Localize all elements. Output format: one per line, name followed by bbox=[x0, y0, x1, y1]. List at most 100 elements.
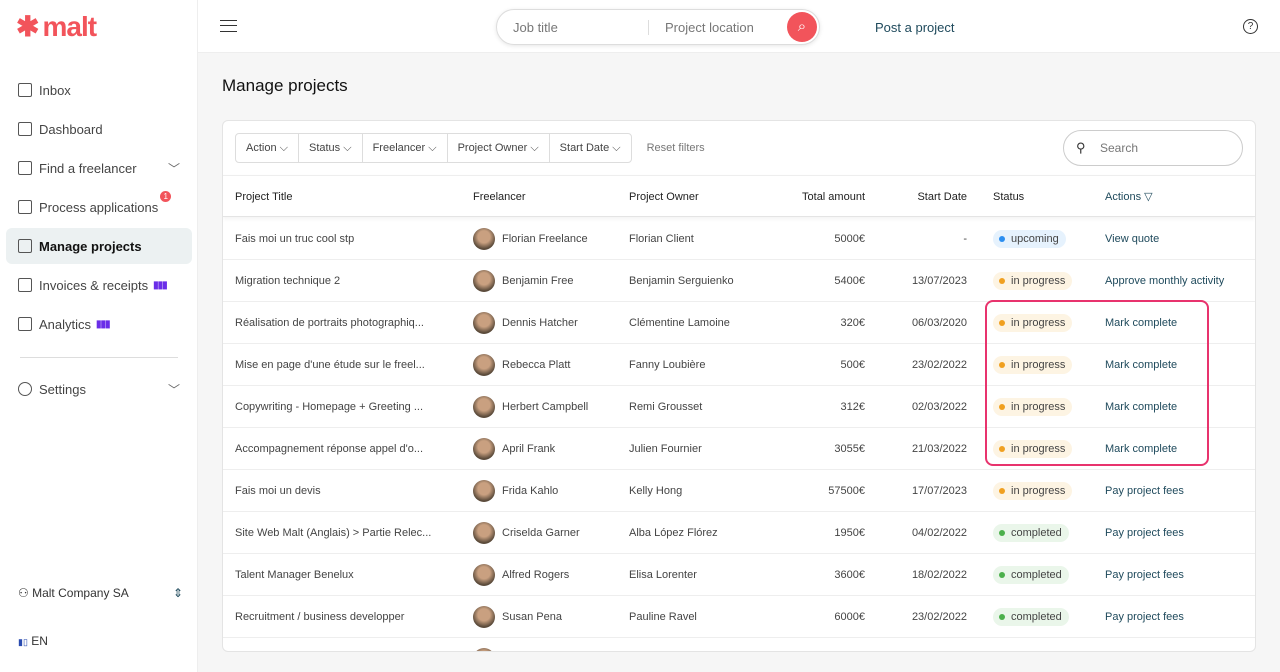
avatar bbox=[473, 354, 495, 376]
freelancer-name: Susan Pena bbox=[502, 611, 562, 623]
premium-bars-icon: ▮▮▮ bbox=[96, 318, 110, 330]
sidebar-item-settings[interactable]: Settings ﹀ bbox=[6, 371, 192, 407]
table-row[interactable]: Site Web Malt (Anglais) > Partie Relec..… bbox=[223, 512, 1255, 554]
clipboard-icon bbox=[18, 239, 32, 253]
chevron-down-icon: ⌵ bbox=[527, 142, 539, 154]
start-date: 23/02/2022 bbox=[911, 359, 967, 371]
sidebar-item-manage-projects[interactable]: Manage projects bbox=[6, 228, 192, 264]
project-owner: Clémentine Lamoine bbox=[629, 317, 730, 329]
sidebar-item-dashboard[interactable]: Dashboard bbox=[6, 111, 192, 147]
invoice-icon bbox=[18, 278, 32, 292]
table-row[interactable]: Fais moi un truc cool stp Florian Freelan… bbox=[223, 218, 1255, 260]
start-date: 13/07/2023 bbox=[911, 275, 967, 287]
table-row[interactable]: Fais moi un devis Frida Kahlo Kelly Hong 57… bbox=[223, 470, 1255, 512]
search-button[interactable]: ⌕ bbox=[787, 12, 817, 42]
table-row[interactable]: Réalisation de portraits photographiq...… bbox=[223, 302, 1255, 344]
project-owner: Julien Fournier bbox=[629, 443, 702, 455]
status-cell: in progress bbox=[993, 302, 1073, 344]
status-badge: in progress bbox=[993, 272, 1073, 290]
start-date: 02/03/2022 bbox=[911, 401, 967, 413]
page-title: Manage projects bbox=[222, 76, 348, 95]
column-header[interactable]: Project Title bbox=[235, 191, 293, 203]
post-project-link[interactable]: Post a project bbox=[875, 20, 955, 35]
premium-bars-icon: ▮▮▮ bbox=[153, 279, 167, 291]
total-amount: 5000€ bbox=[834, 233, 865, 245]
project-title: Talent Manager Benelux bbox=[235, 569, 354, 581]
status-label: completed bbox=[1011, 527, 1062, 539]
action-link[interactable]: Mark complete bbox=[1105, 317, 1178, 329]
action-link[interactable]: Approve monthly activity bbox=[1105, 275, 1225, 287]
filter-toolbar: Action ⌵ Status ⌵ Freelancer ⌵ Project Owne… bbox=[235, 133, 705, 163]
action-link[interactable]: Pay project fees bbox=[1105, 527, 1184, 539]
project-title: Migration technique 2 bbox=[235, 275, 341, 287]
column-header[interactable]: Actions ▽ bbox=[1105, 191, 1153, 203]
status-cell: completed bbox=[993, 596, 1069, 638]
filter-project-owner[interactable]: Project Owner ⌵ bbox=[448, 134, 550, 162]
column-header[interactable]: Start Date bbox=[917, 191, 967, 203]
status-badge: in progress bbox=[993, 482, 1073, 500]
total-amount: 3055€ bbox=[834, 443, 865, 455]
freelancer-name: Benjamin Free bbox=[502, 275, 574, 287]
status-label: completed bbox=[1011, 611, 1062, 623]
company-switcher[interactable]: ⚇ Malt Company SA ⇕ bbox=[18, 586, 183, 600]
table-row[interactable]: Talent Manager Benelux Alfred Rogers Elisa… bbox=[223, 554, 1255, 596]
column-header[interactable]: Status bbox=[993, 191, 1025, 203]
action-link[interactable]: View quote bbox=[1105, 233, 1160, 245]
status-badge: in progress bbox=[993, 440, 1073, 458]
sidebar-item-label: Manage projects bbox=[39, 238, 142, 254]
project-title: Fais moi un devis bbox=[235, 485, 321, 497]
filter-start-date[interactable]: Start Date ⌵ bbox=[550, 134, 631, 162]
status-label: completed bbox=[1011, 569, 1062, 581]
reset-filters-button[interactable]: Reset filters bbox=[646, 142, 705, 154]
action-link[interactable]: Mark complete bbox=[1105, 443, 1178, 455]
job-title-input[interactable]: Job title bbox=[497, 19, 649, 35]
project-title: Fais moi un truc cool stp bbox=[235, 233, 355, 245]
column-header[interactable]: Total amount bbox=[802, 191, 865, 203]
freelancer-name: Rebecca Platt bbox=[502, 359, 571, 371]
table-row[interactable]: Recruitment / business developper Susan P… bbox=[223, 596, 1255, 638]
sidebar-item-inbox[interactable]: Inbox bbox=[6, 72, 192, 108]
column-header[interactable]: Freelancer bbox=[473, 191, 526, 203]
language-selector[interactable]: ▮▯ EN bbox=[18, 634, 48, 648]
table-row[interactable]: Copywriting - Homepage + Greeting ... Her… bbox=[223, 386, 1255, 428]
status-cell: in progress bbox=[993, 386, 1073, 428]
sidebar-item-find-a-freelancer[interactable]: Find a freelancer ﹀ bbox=[6, 150, 192, 186]
filter-action[interactable]: Action ⌵ bbox=[236, 134, 299, 162]
status-dot-icon bbox=[999, 362, 1005, 368]
filter-label: Status bbox=[308, 142, 341, 154]
malt-logo[interactable]: ✱ malt bbox=[16, 10, 97, 43]
dashboard-icon bbox=[18, 122, 32, 136]
action-link[interactable]: Mark complete bbox=[1105, 359, 1178, 371]
action-link[interactable]: Pay project fees bbox=[1105, 611, 1184, 623]
status-badge: in progress bbox=[993, 356, 1073, 374]
column-header[interactable]: Project Owner bbox=[629, 191, 699, 203]
start-date: 23/02/2022 bbox=[911, 611, 967, 623]
menu-icon[interactable] bbox=[220, 20, 237, 32]
sidebar-item-invoices-receipts[interactable]: Invoices & receipts ▮▮▮ bbox=[6, 267, 192, 303]
filter-freelancer[interactable]: Freelancer ⌵ bbox=[363, 134, 448, 162]
header-search: Job title Project location ⌕ bbox=[496, 9, 820, 45]
table-row[interactable] bbox=[223, 638, 1255, 651]
table-row[interactable]: Mise en page d'une étude sur le freel...… bbox=[223, 344, 1255, 386]
project-title: Mise en page d'une étude sur le freel... bbox=[235, 359, 425, 371]
action-link[interactable]: Pay project fees bbox=[1105, 569, 1184, 581]
chevron-down-icon: ⌵ bbox=[425, 142, 437, 154]
sidebar-item-process-applications[interactable]: Process applications 1 bbox=[6, 189, 192, 225]
status-label: in progress bbox=[1011, 485, 1066, 497]
freelancer-name: Dennis Hatcher bbox=[502, 317, 578, 329]
table-row[interactable]: Migration technique 2 Benjamin Free Benjam… bbox=[223, 260, 1255, 302]
sidebar-item-label: Process applications bbox=[39, 199, 159, 215]
project-owner: Elisa Lorenter bbox=[629, 569, 697, 581]
table-row[interactable]: Accompagnement réponse appel d'o... April… bbox=[223, 428, 1255, 470]
sidebar-item-analytics[interactable]: Analytics ▮▮▮ bbox=[6, 306, 192, 342]
table-search-input[interactable]: ⚲ Search bbox=[1063, 130, 1243, 166]
help-icon[interactable]: ? bbox=[1243, 19, 1258, 34]
chevron-down-icon: ﹀ bbox=[167, 162, 180, 176]
filter-status[interactable]: Status ⌵ bbox=[299, 134, 363, 162]
action-link[interactable]: Pay project fees bbox=[1105, 485, 1184, 497]
project-owner: Remi Grousset bbox=[629, 401, 703, 413]
project-location-input[interactable]: Project location bbox=[665, 19, 754, 35]
action-link[interactable]: Mark complete bbox=[1105, 401, 1178, 413]
status-dot-icon bbox=[999, 530, 1005, 536]
total-amount: 3600€ bbox=[834, 569, 865, 581]
